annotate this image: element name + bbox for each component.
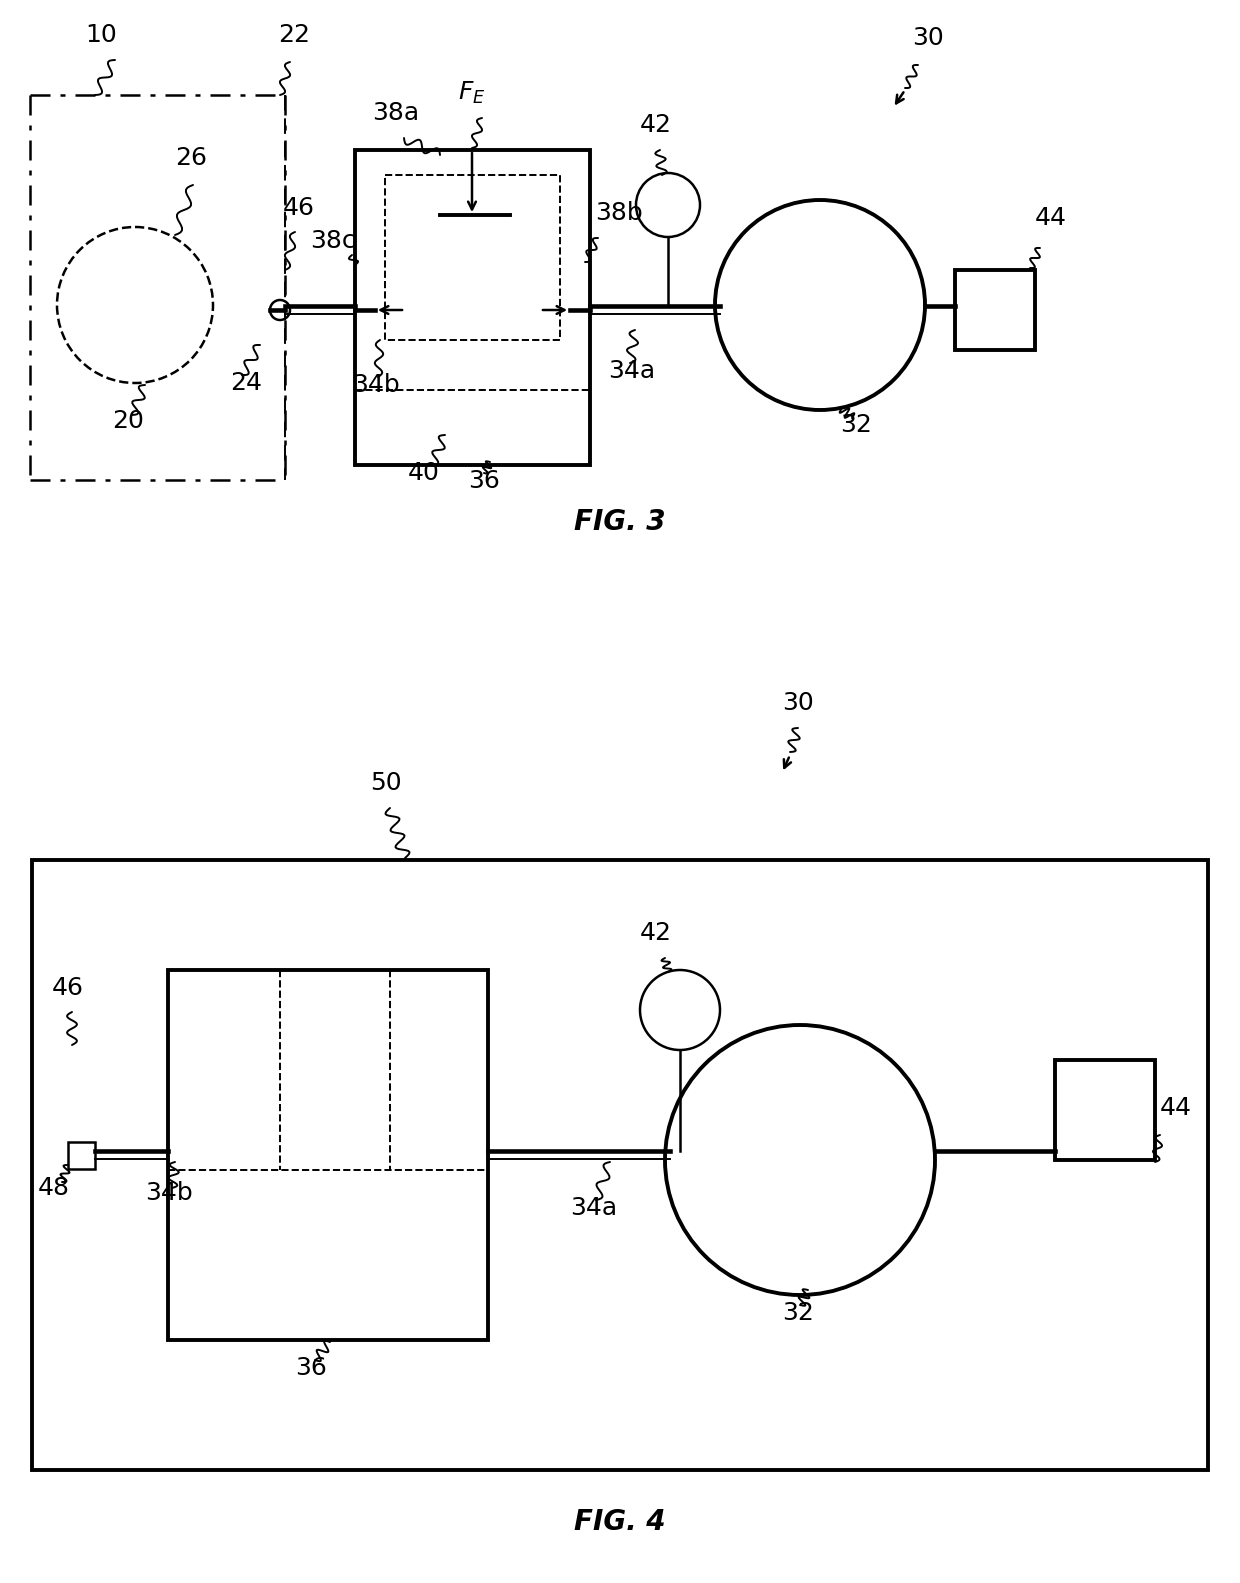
Text: 42: 42 [640,112,672,138]
Text: 34b: 34b [352,374,399,397]
Text: FIG. 3: FIG. 3 [574,508,666,537]
Text: 38b: 38b [595,201,642,225]
Text: 46: 46 [52,977,84,1000]
Text: 38a: 38a [372,101,419,125]
Text: 10: 10 [86,24,117,47]
Text: 34a: 34a [570,1197,618,1220]
Text: 38c: 38c [310,230,356,253]
Text: 26: 26 [175,146,207,169]
Bar [355,150,590,465]
Text: 36: 36 [295,1357,327,1380]
Text: 40: 40 [408,461,440,484]
Text: 32: 32 [782,1301,813,1325]
Text: 42: 42 [640,921,672,945]
Text: 46: 46 [283,196,315,220]
Text: 32: 32 [839,413,872,437]
Text: 30: 30 [911,25,944,51]
Bar [32,860,1208,1471]
Text: 34a: 34a [608,359,655,383]
Text: $F_E$: $F_E$ [458,81,485,106]
Text: 24: 24 [229,370,262,396]
Bar [384,176,560,340]
Text: 44: 44 [1035,206,1066,230]
Bar [955,271,1035,350]
Text: 48: 48 [38,1176,69,1200]
Text: FIG. 4: FIG. 4 [574,1509,666,1536]
Text: 20: 20 [112,408,144,434]
Bar [167,970,489,1339]
Text: 34b: 34b [145,1181,192,1205]
Text: 30: 30 [782,692,813,716]
Bar [1055,1061,1154,1160]
Text: 36: 36 [467,469,500,492]
Text: 50: 50 [370,771,402,795]
Bar [68,1141,95,1168]
Text: 44: 44 [1159,1095,1192,1121]
Text: 22: 22 [278,24,310,47]
